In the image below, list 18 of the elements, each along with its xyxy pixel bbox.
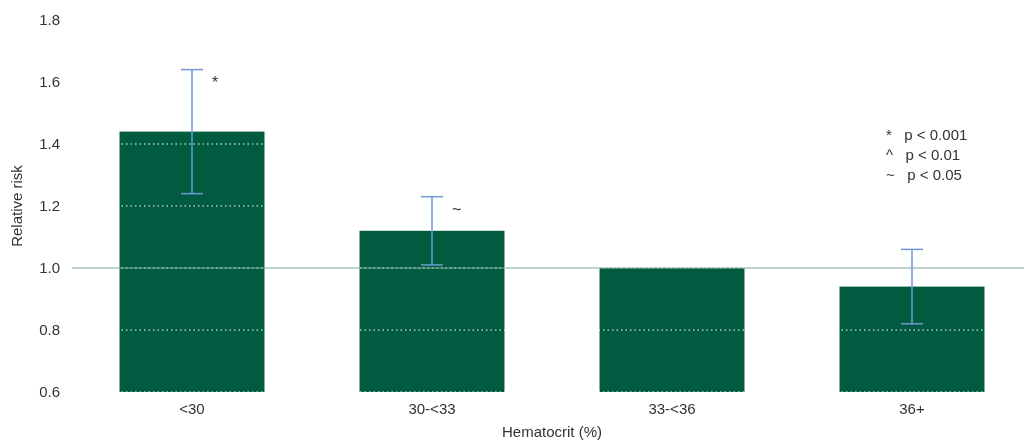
y-tick-label: 1.8 <box>39 11 60 29</box>
y-tick-label: 1.0 <box>39 259 60 277</box>
y-tick-label: 0.6 <box>39 383 60 401</box>
x-tick-label: 30-<33 <box>408 400 456 417</box>
x-tick-label: <30 <box>179 400 205 417</box>
annotation: * <box>212 73 219 91</box>
y-axis-title: Relative risk <box>8 164 25 247</box>
annotation: * p < 0.001 <box>886 126 968 143</box>
y-tick-label: 1.2 <box>39 197 60 215</box>
y-tick-label: 0.8 <box>39 321 60 339</box>
annotation: ~ <box>452 200 462 218</box>
annotation: ^ p < 0.01 <box>886 146 961 163</box>
x-tick-label: 36+ <box>899 400 925 417</box>
x-axis-title: Hematocrit (%) <box>501 423 603 440</box>
x-tick-label: 33-<36 <box>648 400 696 417</box>
y-tick-label: 1.4 <box>39 135 60 153</box>
annotation: ~ p < 0.05 <box>886 166 962 183</box>
y-tick-label: 1.6 <box>39 73 60 91</box>
